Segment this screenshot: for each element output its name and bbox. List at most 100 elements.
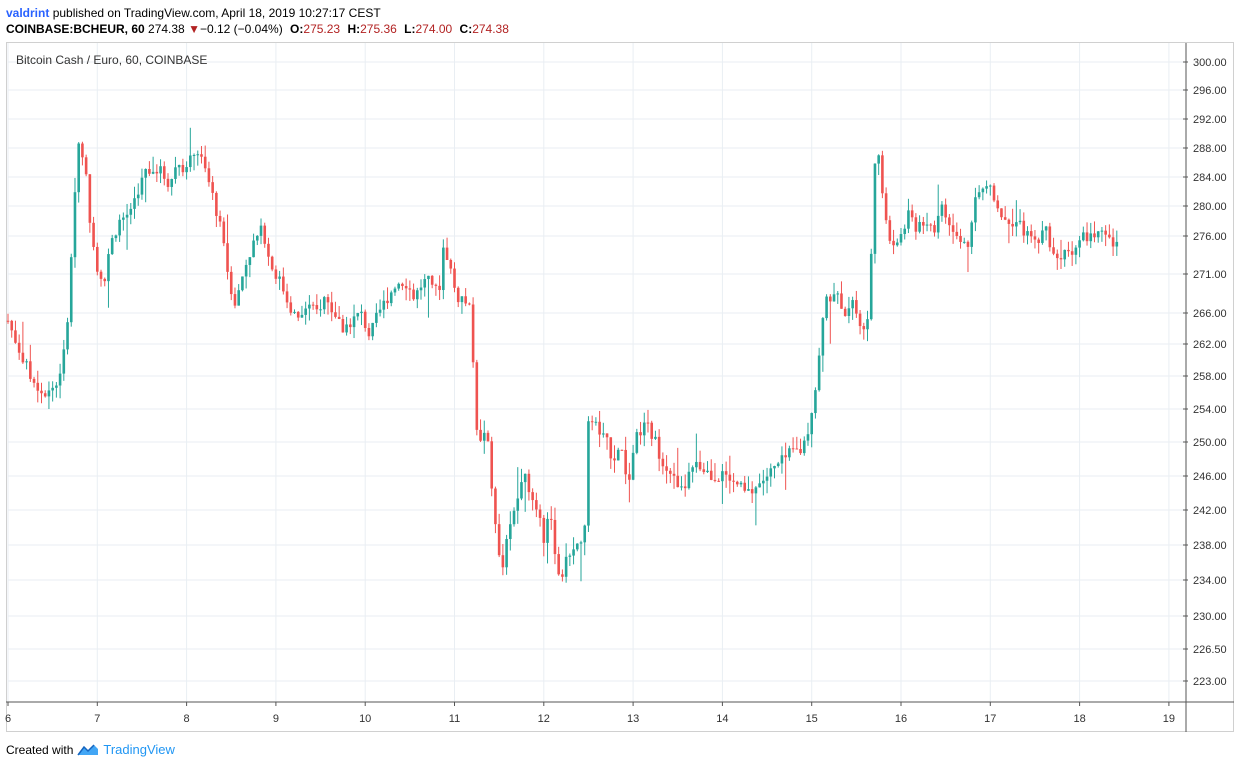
tradingview-brand-link[interactable]: TradingView [103, 742, 175, 757]
candle-body [1070, 251, 1074, 255]
candle-body [1041, 230, 1044, 243]
candle-body [516, 498, 520, 511]
candle-body [527, 473, 531, 493]
candle-body [538, 509, 542, 518]
y-tick-label: 266.00 [1193, 308, 1227, 320]
candle-up [594, 417, 598, 426]
candle-down [881, 150, 884, 199]
candle-body [229, 271, 233, 295]
candle-down [363, 309, 367, 332]
candle-body [542, 517, 546, 543]
candle-body [1074, 247, 1078, 255]
candle-body [1000, 208, 1003, 218]
candle-body [918, 221, 921, 232]
candle-up [300, 305, 304, 318]
candle-up [1115, 230, 1119, 256]
candle-down [1000, 208, 1003, 220]
candle-up [523, 473, 527, 512]
candle-up [378, 299, 382, 317]
close-value: 274.38 [472, 22, 509, 36]
candle-down [929, 223, 933, 232]
candle-down [702, 462, 706, 475]
candle-body [732, 480, 735, 482]
candle-down [211, 176, 214, 200]
candle-body [750, 489, 754, 494]
candle-body [847, 308, 851, 316]
candle-up [1100, 226, 1104, 242]
candle-body [375, 312, 378, 323]
candle-body [936, 215, 940, 233]
candle-up [985, 180, 988, 194]
candle-body [96, 246, 99, 272]
candle-up [1063, 249, 1067, 267]
candle-up [810, 412, 813, 448]
candle-up [1078, 235, 1081, 258]
candle-body [817, 355, 821, 391]
candle-body [650, 422, 654, 439]
candle-body [962, 241, 966, 243]
candle-body [821, 318, 825, 356]
candle-up [780, 446, 784, 474]
candle-down [955, 222, 959, 240]
candle-up [371, 322, 374, 341]
candle-down [724, 461, 728, 488]
candle-body [81, 143, 84, 158]
x-tick-label: 14 [716, 713, 728, 725]
candle-up [817, 347, 821, 392]
candle-body [765, 476, 769, 481]
candle-body [1089, 233, 1093, 242]
candle-down [665, 455, 668, 484]
candle-down [349, 318, 352, 335]
candle-down [922, 216, 925, 235]
candle-body [743, 482, 747, 491]
candle-up [1082, 226, 1085, 242]
candle-body [784, 455, 787, 458]
candle-body [709, 470, 713, 480]
candle-body [203, 156, 207, 169]
x-tick-label: 13 [627, 713, 639, 725]
candle-body [631, 452, 635, 480]
candle-body [255, 235, 259, 241]
candle-body [282, 276, 285, 292]
candle-up [587, 416, 590, 532]
candle-body [1022, 220, 1026, 236]
high-label: H: [347, 22, 361, 36]
candle-up [136, 183, 140, 206]
candle-up [423, 274, 427, 297]
candle-body [144, 168, 147, 178]
candle-body [981, 188, 985, 193]
candle-up [687, 462, 691, 490]
candle-body [427, 275, 430, 280]
candle-down [88, 174, 92, 233]
candle-down [334, 301, 337, 319]
candle-down [40, 382, 43, 404]
candle-body [304, 308, 307, 315]
author-name[interactable]: valdrint [6, 6, 50, 20]
candle-down [162, 161, 166, 186]
candle-up [706, 461, 709, 473]
candle-down [709, 459, 713, 481]
chart-frame [6, 42, 1234, 732]
candle-down [959, 228, 962, 249]
candle-down [81, 141, 84, 166]
candle-body [248, 257, 252, 265]
candle-down [639, 421, 642, 445]
candle-down [542, 514, 546, 557]
candle-body [311, 304, 315, 306]
candle-body [843, 308, 847, 316]
candle-body [1082, 232, 1085, 241]
candle-body [509, 524, 512, 539]
candle-down [367, 323, 371, 341]
candle-down [412, 283, 415, 301]
low-value: 274.00 [415, 22, 453, 36]
candle-body [189, 155, 192, 168]
candle-up [196, 150, 200, 166]
candle-down [914, 213, 918, 240]
candle-body [77, 143, 80, 193]
y-tick-label: 292.00 [1193, 114, 1227, 126]
candle-down [408, 280, 412, 301]
candle-up [773, 465, 776, 479]
symbol-label: COINBASE:BCHEUR, 60 [6, 22, 145, 36]
candle-up [308, 295, 311, 321]
